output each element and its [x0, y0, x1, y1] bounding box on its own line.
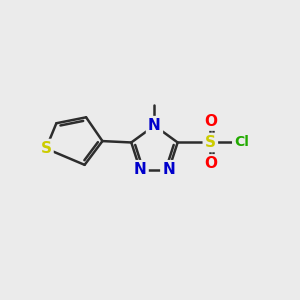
- Text: S: S: [40, 141, 52, 156]
- Text: S: S: [205, 135, 216, 150]
- Text: N: N: [134, 162, 146, 177]
- Text: O: O: [204, 114, 217, 129]
- Text: N: N: [162, 162, 175, 177]
- Text: Cl: Cl: [234, 136, 249, 149]
- Text: O: O: [204, 156, 217, 171]
- Text: N: N: [148, 118, 161, 133]
